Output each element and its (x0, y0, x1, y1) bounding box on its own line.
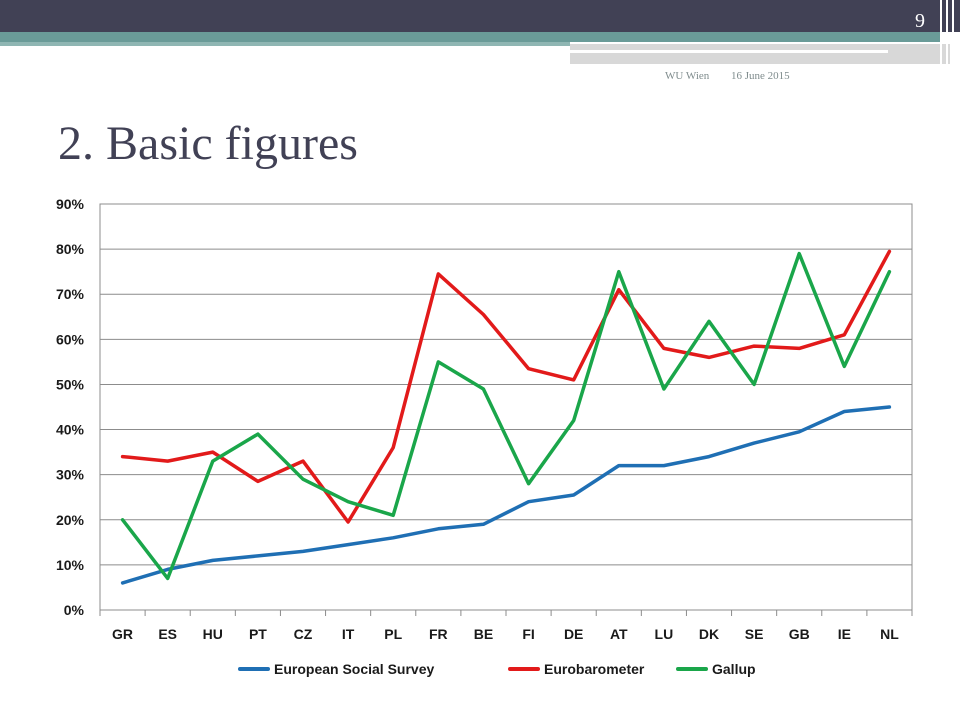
x-tick-label: GR (112, 626, 133, 642)
y-tick-label: 20% (56, 512, 85, 528)
header-bar (0, 0, 960, 32)
header-accent-line (0, 42, 570, 46)
x-tick-label: SE (745, 626, 764, 642)
y-tick-label: 90% (56, 196, 85, 212)
y-tick-label: 70% (56, 286, 85, 302)
x-tick-label: IT (342, 626, 355, 642)
x-tick-label: PL (384, 626, 402, 642)
x-tick-label: NL (880, 626, 899, 642)
header-accent-band (0, 32, 940, 42)
y-tick-label: 10% (56, 557, 85, 573)
x-tick-label: DE (564, 626, 583, 642)
header-grey-band (570, 44, 950, 64)
x-tick-label: DK (699, 626, 719, 642)
plot-area-border (99, 203, 913, 611)
header-white-line (570, 50, 888, 53)
x-tick-label: CZ (294, 626, 313, 642)
legend-label: Gallup (712, 661, 756, 677)
x-tick-label: ES (158, 626, 177, 642)
legend-label: European Social Survey (274, 661, 434, 677)
series-line (120, 249, 892, 524)
y-tick-label: 60% (56, 331, 85, 347)
x-tick-label: FI (522, 626, 534, 642)
y-tick-label: 40% (56, 422, 85, 438)
y-tick-label: 80% (56, 241, 85, 257)
footer-organization: WU Wien (665, 70, 710, 82)
header-divider (940, 0, 942, 64)
header-divider (952, 0, 954, 64)
y-tick-label: 30% (56, 467, 85, 483)
page-number: 9 (915, 10, 925, 32)
slide-title: 2. Basic figures (58, 117, 358, 170)
x-tick-label: BE (474, 626, 493, 642)
x-tick-label: AT (610, 626, 628, 642)
y-tick-label: 0% (64, 602, 85, 618)
x-tick-label: IE (838, 626, 851, 642)
legend-label: Eurobarometer (544, 661, 645, 677)
footer-date: 16 June 2015 (731, 70, 790, 82)
series-line (120, 405, 892, 585)
y-tick-label: 50% (56, 376, 85, 392)
x-tick-label: FR (429, 626, 448, 642)
series-line (120, 251, 892, 581)
header-divider (946, 0, 948, 64)
x-tick-label: GB (789, 626, 810, 642)
x-tick-label: HU (203, 626, 223, 642)
x-tick-label: LU (655, 626, 674, 642)
x-tick-label: PT (249, 626, 267, 642)
